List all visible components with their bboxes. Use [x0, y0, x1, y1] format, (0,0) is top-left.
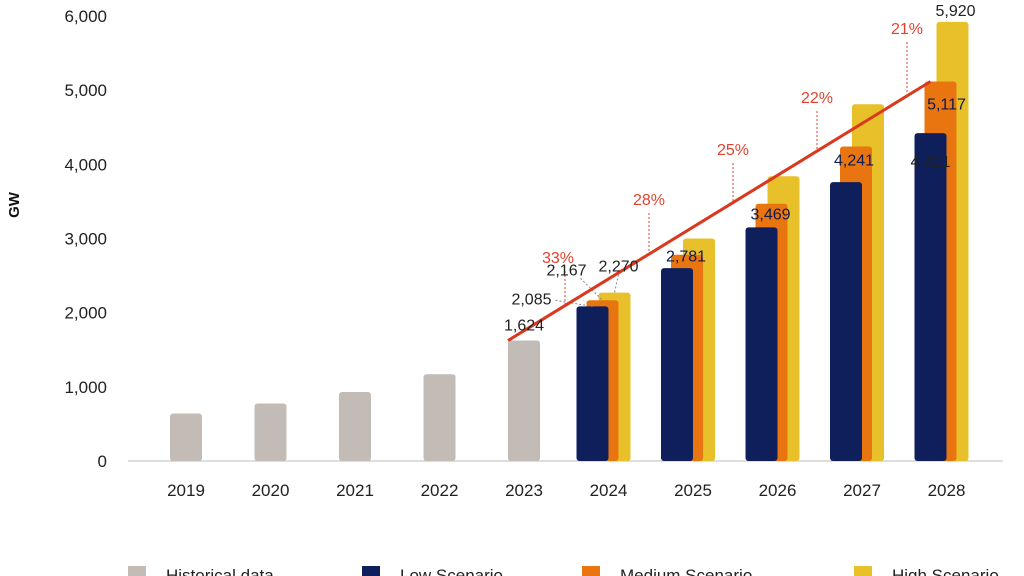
x-tick-label: 2019	[167, 481, 205, 500]
bar-historical-data-2019	[170, 413, 202, 461]
leader-lines	[555, 274, 619, 307]
legend-label: Low Scenario	[400, 566, 503, 576]
bar-low-scenario-2026	[745, 227, 778, 461]
growth-label: 22%	[801, 90, 833, 107]
y-tick-label: 6,000	[64, 7, 107, 26]
data-label: 2,085	[511, 291, 551, 308]
bar-low-scenario-2028	[914, 133, 947, 461]
y-tick-label: 4,000	[64, 155, 107, 174]
data-label: 5,117	[927, 96, 966, 113]
leader-line	[614, 274, 619, 293]
data-label: 4,421	[910, 154, 950, 171]
x-tick-label: 2025	[674, 481, 712, 500]
bar-low-scenario-2025	[661, 268, 693, 461]
data-label: 5,920	[935, 3, 975, 20]
growth-trend: 33% 28% 25% 22% 21%	[507, 21, 932, 342]
legend: Historical data Low Scenario Medium Scenar…	[128, 566, 999, 576]
legend-swatch	[128, 566, 146, 576]
y-tick-label: 0	[98, 452, 107, 471]
y-tick-label: 3,000	[64, 230, 107, 249]
x-tick-label: 2021	[336, 481, 374, 500]
y-tick-label: 2,000	[64, 304, 107, 323]
bar-low-scenario-2024	[576, 306, 609, 461]
y-tick-label: 1,000	[64, 378, 107, 397]
data-label: 3,469	[750, 207, 790, 224]
x-tick-label: 2028	[928, 481, 966, 500]
bar-historical-data-2023	[508, 340, 540, 461]
growth-trend-line	[507, 80, 932, 342]
data-label: 1,624	[504, 318, 544, 335]
x-tick-label: 2026	[759, 481, 797, 500]
bar-historical-data-2021	[339, 392, 371, 461]
x-axis-ticks: 2019 2020 2021 2022 2023 2024 2025 2026 2027 2028	[167, 481, 965, 500]
bar-low-scenario-2027	[830, 182, 862, 461]
bars-group	[170, 21, 969, 462]
data-labels: 1,624 2,085 2,167 2,270 2,781 3,469 4,241 4,421…	[504, 3, 976, 335]
data-label: 2,270	[598, 259, 638, 276]
y-axis-label: GW	[6, 191, 23, 218]
legend-label: Historical data	[166, 566, 274, 576]
growth-label: 25%	[717, 142, 749, 159]
growth-label: 28%	[633, 192, 665, 209]
x-tick-label: 2022	[421, 481, 459, 500]
legend-swatch	[854, 566, 872, 576]
data-label: 2,167	[546, 262, 586, 279]
growth-label: 21%	[891, 21, 923, 38]
x-tick-label: 2023	[505, 481, 543, 500]
leader-line	[580, 277, 603, 301]
legend-label: High Scenario	[892, 566, 999, 576]
legend-swatch	[582, 566, 600, 576]
data-label: 2,781	[666, 249, 706, 266]
x-tick-label: 2024	[590, 481, 628, 500]
legend-swatch	[362, 566, 380, 576]
data-label: 4,241	[834, 152, 874, 169]
y-axis-ticks: 0 1,000 2,000 3,000 4,000 5,000 6,000	[64, 7, 107, 471]
x-tick-label: 2020	[252, 481, 290, 500]
x-tick-label: 2027	[843, 481, 881, 500]
growth-label: 33%	[542, 250, 574, 267]
bar-historical-data-2022	[423, 374, 456, 461]
bar-historical-data-2020	[254, 403, 287, 461]
y-tick-label: 5,000	[64, 81, 107, 100]
legend-label: Medium Scenario	[620, 566, 752, 576]
